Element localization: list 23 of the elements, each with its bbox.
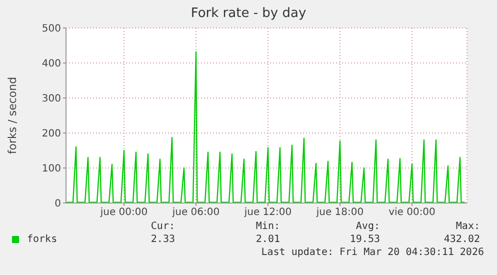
x-tick-label: jue 00:00 xyxy=(99,207,148,218)
y-tick-label: 0 xyxy=(54,198,61,210)
text: 19.53 xyxy=(348,234,380,245)
text: 2.01 xyxy=(254,234,280,245)
y-axis-title: forks / second xyxy=(6,76,19,154)
text: 2.33 xyxy=(150,234,175,245)
x-tick-label: jue 06:00 xyxy=(171,207,220,218)
y-tick-label: 100 xyxy=(42,164,61,175)
text: Cur: xyxy=(150,221,175,232)
text: Min: xyxy=(254,221,280,232)
text: Max: xyxy=(454,221,480,232)
y-tick-label: 200 xyxy=(42,128,61,140)
text: 432.02 xyxy=(442,234,480,245)
y-tick-label: 400 xyxy=(42,58,61,70)
x-tick-label: jue 18:00 xyxy=(315,207,364,218)
legend-label: forks xyxy=(27,234,58,245)
x-tick-label: vie 00:00 xyxy=(388,207,436,218)
x-tick-label: jue 12:00 xyxy=(243,207,292,218)
text: Avg: xyxy=(354,221,380,232)
y-tick-label: 500 xyxy=(42,24,61,35)
y-tick-label: 300 xyxy=(42,94,61,105)
text: Last update: Fri Mar 20 04:30:11 2026 xyxy=(261,247,484,258)
chart-title: Fork rate - by day xyxy=(190,6,308,21)
